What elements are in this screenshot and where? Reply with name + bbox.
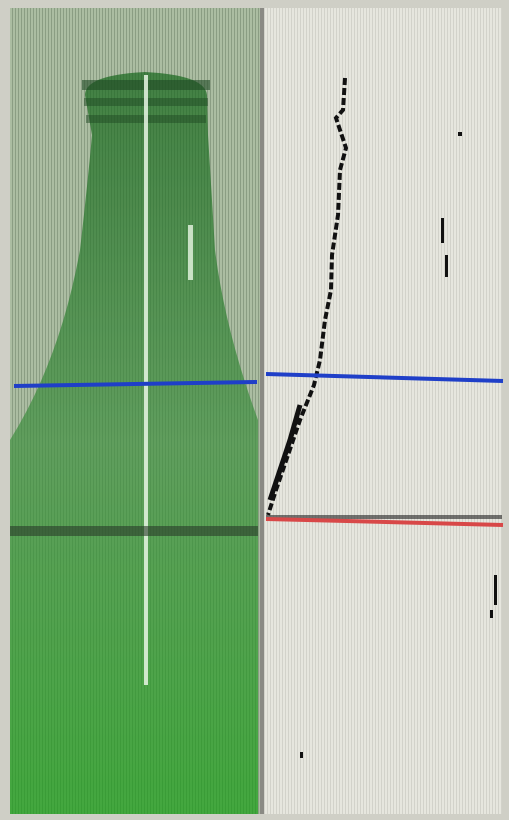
- edge-view: [264, 8, 503, 814]
- screen: [0, 0, 509, 820]
- scanlines: [10, 8, 260, 814]
- divider: [260, 8, 264, 814]
- reflection: [188, 225, 193, 280]
- liquid-level: [10, 526, 258, 536]
- edge-pixel: [494, 575, 497, 605]
- edge-pixel: [458, 132, 462, 136]
- edge-pixel: [441, 218, 444, 243]
- reflection: [144, 75, 148, 685]
- page: [0, 0, 509, 820]
- edge-pixel: [445, 255, 448, 277]
- camera-view: [10, 8, 260, 814]
- edge-pixel: [490, 610, 493, 618]
- edge-pixel: [300, 752, 303, 758]
